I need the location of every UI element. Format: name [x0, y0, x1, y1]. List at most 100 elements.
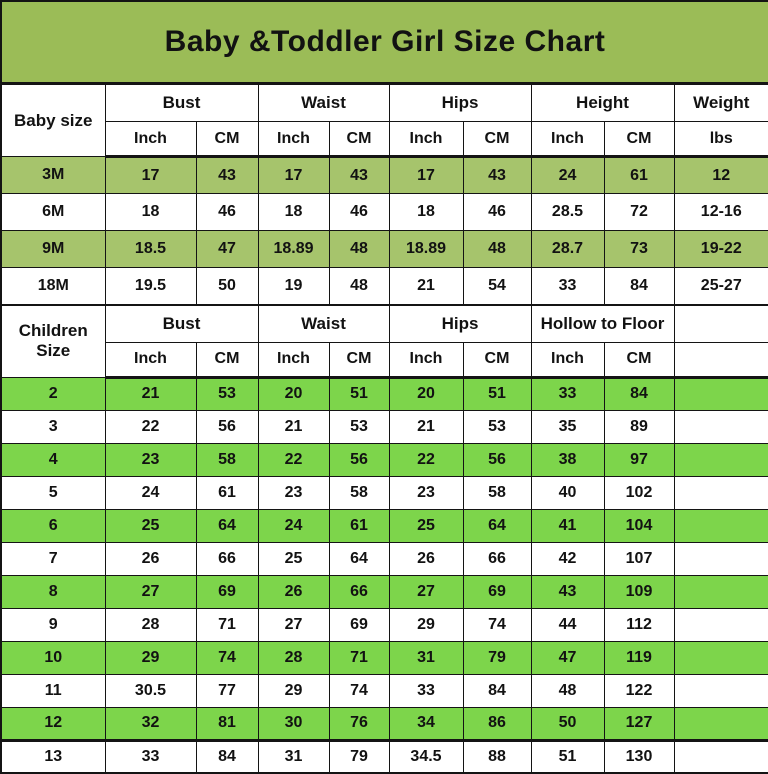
baby-rows-section: 3M 17 43 17 43 17 43 24 61 12 6M 18 46 18 46 18 46 28.5 72…	[0, 156, 768, 305]
size-label-cell: 10	[0, 640, 106, 675]
value-cell: 48	[462, 230, 532, 268]
value-cell: 19-22	[673, 230, 768, 268]
baby-header-section: Baby size Bust Waist Hips Height Weight …	[0, 83, 768, 158]
children-subheader-row: Inch CM Inch CM Inch CM Inch CM	[1, 341, 768, 379]
unit-header: Inch	[104, 121, 197, 158]
children-waist-header: Waist	[257, 303, 390, 343]
value-cell: 72	[603, 193, 675, 231]
children-group-header-row: Children Size Bust Waist Hips Hollow to …	[0, 303, 768, 378]
size-row-7: 7 26 66 25 64 26 66 42 107	[0, 541, 768, 576]
unit-header: CM	[328, 341, 390, 379]
value-cell: 19	[257, 267, 330, 305]
title-section: Baby &Toddler Girl Size Chart	[0, 0, 768, 85]
value-cell: 22	[104, 409, 197, 444]
value-cell: 18	[257, 193, 330, 231]
value-cell: 109	[603, 574, 675, 609]
value-cell: 77	[195, 673, 259, 708]
size-label-cell: 18M	[0, 267, 106, 305]
value-cell: 33	[388, 673, 464, 708]
unit-header: Inch	[530, 341, 605, 379]
value-cell: 21	[257, 409, 330, 444]
value-cell: 41	[530, 508, 605, 543]
size-row-18M: 18M 19.5 50 19 48 21 54 33 84 25-27	[0, 267, 768, 305]
value-cell: 43	[462, 156, 532, 194]
value-cell: 18	[104, 193, 197, 231]
children-header-section: Children Size Bust Waist Hips Hollow to …	[0, 303, 768, 379]
value-cell: 25-27	[673, 267, 768, 305]
value-cell: 20	[257, 376, 330, 411]
empty-cell	[673, 475, 768, 510]
value-cell: 58	[328, 475, 390, 510]
size-row-3: 3 22 56 21 53 21 53 35 89	[0, 409, 768, 444]
size-row-11: 11 30.5 77 29 74 33 84 48 122	[0, 673, 768, 708]
value-cell: 25	[388, 508, 464, 543]
value-cell: 127	[603, 706, 675, 741]
unit-header: Inch	[530, 121, 605, 158]
value-cell: 18.89	[388, 230, 464, 268]
size-row-5: 5 24 61 23 58 23 58 40 102	[0, 475, 768, 510]
value-cell: 23	[257, 475, 330, 510]
value-cell: 43	[195, 156, 259, 194]
value-cell: 24	[530, 156, 605, 194]
value-cell: 51	[328, 376, 390, 411]
value-cell: 23	[388, 475, 464, 510]
baby-hips-header: Hips	[388, 83, 532, 122]
value-cell: 17	[104, 156, 197, 194]
value-cell: 50	[195, 267, 259, 305]
unit-header: Inch	[388, 121, 464, 158]
value-cell: 44	[530, 607, 605, 642]
value-cell: 40	[530, 475, 605, 510]
value-cell: 46	[462, 193, 532, 231]
value-cell: 28.5	[530, 193, 605, 231]
children-bust-header: Bust	[104, 303, 259, 343]
size-row-9M: 9M 18.5 47 18.89 48 18.89 48 28.7 73 19-22	[0, 230, 768, 268]
children-hips-header: Hips	[388, 303, 532, 343]
value-cell: 79	[328, 738, 390, 774]
value-cell: 56	[328, 442, 390, 477]
children-rows-section: 2 21 53 20 51 20 51 33 84 3 22 56 21 53 21 53 35 89 4 23 58 2…	[0, 376, 768, 774]
value-cell: 53	[195, 376, 259, 411]
size-row-8: 8 27 69 26 66 27 69 43 109	[0, 574, 768, 609]
size-row-4: 4 23 58 22 56 22 56 38 97	[0, 442, 768, 477]
page-title: Baby &Toddler Girl Size Chart	[0, 0, 768, 85]
value-cell: 24	[104, 475, 197, 510]
size-label-cell: 13	[0, 738, 106, 774]
unit-header: CM	[462, 121, 532, 158]
unit-header: CM	[462, 341, 532, 379]
baby-waist-header: Waist	[257, 83, 390, 122]
value-cell: 88	[462, 738, 532, 774]
value-cell: 19.5	[104, 267, 197, 305]
value-cell: 56	[195, 409, 259, 444]
size-label-cell: 3M	[0, 156, 106, 194]
value-cell: 104	[603, 508, 675, 543]
value-cell: 21	[388, 409, 464, 444]
value-cell: 33	[104, 738, 197, 774]
children-size-corner-label: Children Size	[0, 303, 106, 378]
value-cell: 28	[257, 640, 330, 675]
value-cell: 29	[104, 640, 197, 675]
value-cell: 12	[673, 156, 768, 194]
value-cell: 28.7	[530, 230, 605, 268]
unit-header: Inch	[257, 341, 330, 379]
value-cell: 53	[328, 409, 390, 444]
value-cell: 18.5	[104, 230, 197, 268]
unit-header: lbs	[673, 121, 768, 158]
value-cell: 69	[328, 607, 390, 642]
value-cell: 64	[195, 508, 259, 543]
unit-header: CM	[195, 121, 259, 158]
size-label-cell: 7	[0, 541, 106, 576]
size-row-3M: 3M 17 43 17 43 17 43 24 61 12	[0, 156, 768, 194]
empty-cell	[673, 607, 768, 642]
value-cell: 31	[388, 640, 464, 675]
empty-header-cell	[673, 303, 768, 343]
value-cell: 61	[603, 156, 675, 194]
size-label-cell: 6M	[0, 193, 106, 231]
value-cell: 64	[462, 508, 532, 543]
value-cell: 84	[462, 673, 532, 708]
value-cell: 81	[195, 706, 259, 741]
value-cell: 29	[257, 673, 330, 708]
value-cell: 18.89	[257, 230, 330, 268]
value-cell: 18	[388, 193, 464, 231]
value-cell: 84	[603, 267, 675, 305]
size-label-cell: 6	[0, 508, 106, 543]
